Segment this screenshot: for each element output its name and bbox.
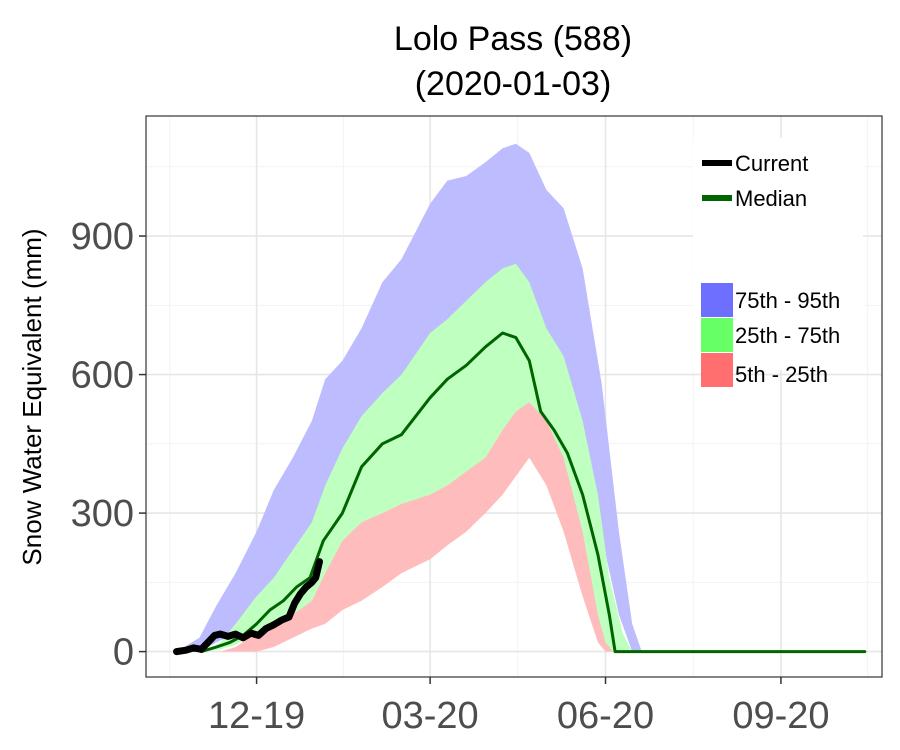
x-tick-label: 06-20 (557, 695, 654, 737)
legend-band-25-75-swatch (701, 318, 733, 352)
legend-band-75-95-label: 75th - 95th (735, 288, 840, 313)
y-tick-label: 0 (113, 632, 134, 674)
median-line (199, 331, 867, 654)
series-lines (173, 331, 867, 656)
chart-title-line-2: (2020-01-03) (415, 65, 612, 103)
band-5-25th (220, 402, 614, 652)
legend-band-5-25-swatch (701, 353, 733, 387)
legend-median-label: Median (735, 186, 807, 211)
percentile-bands (176, 143, 642, 652)
y-axis-label: Snow Water Equivalent (mm) (17, 228, 47, 565)
legend-band-5-25-label: 5th - 25th (735, 362, 828, 387)
legend-band-25-75-label: 25th - 75th (735, 323, 840, 348)
legend-current-label: Current (735, 151, 808, 176)
legend-band-75-95-swatch (701, 283, 733, 317)
y-tick-label: 900 (71, 216, 134, 258)
x-axis: 12-19 03-20 06-20 09-20 (208, 677, 830, 737)
x-tick-label: 12-19 (208, 695, 305, 737)
legend: Current Median 75th - 95th 25th - 75th 5… (693, 138, 863, 387)
plot-border (145, 115, 883, 678)
y-tick-label: 600 (71, 355, 134, 397)
y-tick-label: 300 (71, 493, 134, 535)
chart-title: Lolo Pass (588) (2020-01-03) (394, 20, 632, 103)
chart-title-line-1: Lolo Pass (588) (394, 20, 632, 58)
band-25-75th (203, 263, 633, 652)
y-axis: 0 300 600 900 (71, 216, 146, 674)
x-tick-label: 09-20 (732, 695, 829, 737)
x-tick-label: 03-20 (382, 695, 479, 737)
current-line (173, 558, 323, 656)
